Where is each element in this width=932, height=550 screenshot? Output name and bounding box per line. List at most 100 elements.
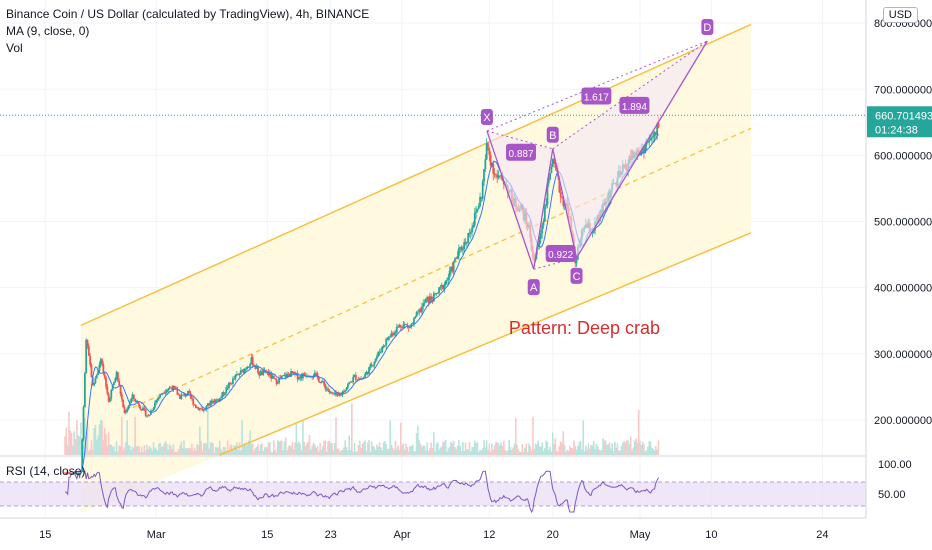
volume-bar (655, 445, 657, 455)
candle-body (268, 372, 271, 376)
candle-body (181, 394, 184, 396)
rsi-line (64, 470, 659, 514)
volume-bar (497, 443, 500, 455)
volume-bar (553, 444, 555, 455)
volume-bar (602, 438, 604, 455)
volume-bar (530, 451, 533, 455)
volume-bar (163, 443, 165, 455)
volume-bar (140, 446, 143, 455)
symbol-title[interactable]: Binance Coin / US Dollar (calculated by … (6, 7, 370, 21)
volume-bar (332, 450, 335, 455)
volume-bar (68, 411, 70, 455)
candle-body (434, 293, 437, 295)
candle-body (184, 393, 187, 397)
rsi-legend[interactable]: RSI (14, close) (6, 464, 86, 478)
volume-bar (296, 442, 299, 455)
x-tick-label: 23 (325, 529, 337, 541)
crab-pattern[interactable]: X A B C D 0.887 0.922 1.617 1.894 Pattern: Deep c… (480, 19, 714, 338)
candle-body (176, 389, 179, 395)
candle-body (386, 338, 389, 340)
candle-body (436, 293, 439, 294)
candle-body (73, 471, 76, 474)
volume-bar (109, 444, 111, 455)
candle-body (222, 392, 225, 395)
volume-bar (263, 447, 266, 455)
volume-bar (451, 443, 454, 455)
volume-bar (206, 406, 209, 455)
volume-bar (464, 442, 467, 455)
candle-body (85, 339, 88, 374)
candle-body (194, 404, 197, 409)
volume-bar (425, 450, 427, 455)
channel-lower (219, 232, 752, 456)
pattern-ratio-line (486, 130, 553, 150)
candle-body (450, 266, 452, 271)
candle-body (231, 378, 234, 384)
candle-body (551, 159, 554, 168)
volume-bar (575, 449, 578, 455)
volume-bar (533, 449, 536, 455)
vol-legend[interactable]: Vol (6, 41, 23, 55)
candle-body (439, 286, 442, 288)
volume-bar (440, 446, 443, 455)
candle-body (398, 325, 401, 328)
candle-body (210, 400, 213, 404)
candle-body (187, 390, 189, 395)
volume-bar (514, 417, 517, 455)
currency-button[interactable]: USD (882, 7, 918, 23)
volume-bar (102, 440, 105, 455)
candle-body (165, 390, 168, 393)
candle-body (116, 372, 119, 381)
candle-body (592, 230, 595, 233)
volume-bar (111, 446, 114, 455)
volume-bar (292, 449, 295, 455)
ma-legend[interactable]: MA (9, close, 0) (6, 24, 90, 38)
candle-body (374, 358, 377, 362)
candle-body (204, 409, 207, 411)
candle-body (459, 247, 462, 249)
volume-bar (604, 440, 607, 455)
volume-bar (550, 451, 553, 455)
volume-bar (419, 443, 422, 455)
candle-body (198, 408, 201, 410)
volume-bar (188, 447, 191, 455)
candle-body (188, 390, 191, 394)
volume-bar (487, 450, 489, 455)
volume-bar (88, 451, 90, 455)
volume-bar (261, 443, 263, 455)
volume-bar (329, 443, 332, 455)
volume-bar (315, 448, 317, 455)
volume-bar (644, 451, 647, 455)
volume-bar (241, 419, 243, 455)
candle-body (122, 399, 125, 408)
volume-bar (247, 440, 250, 455)
volume-bar (267, 442, 270, 455)
candle-body (477, 206, 480, 209)
volume-bar (203, 443, 205, 455)
candle-body (202, 409, 205, 411)
bcd-triangle (552, 41, 708, 258)
volume-bar (362, 441, 365, 455)
volume-bar (89, 448, 91, 455)
candle-body (476, 208, 479, 212)
volume-bar (218, 440, 221, 455)
candle-body (455, 258, 458, 260)
volume-bar (150, 447, 152, 455)
parallel-channel[interactable] (80, 23, 752, 456)
volume-bar (574, 445, 577, 455)
volume-bar (355, 451, 357, 455)
volume-bar (538, 446, 541, 455)
volume-bar (410, 445, 413, 455)
candle-body (220, 397, 222, 399)
volume-bar (518, 451, 521, 455)
candle-body (127, 405, 130, 409)
volume-bar (415, 432, 418, 455)
volume-bar (364, 440, 366, 455)
volume-bar (628, 444, 631, 455)
volume-bar (121, 416, 123, 455)
volume-bar (212, 443, 214, 455)
volume-bar (499, 445, 501, 455)
candle-body (399, 325, 402, 328)
volume-bar (306, 443, 308, 455)
